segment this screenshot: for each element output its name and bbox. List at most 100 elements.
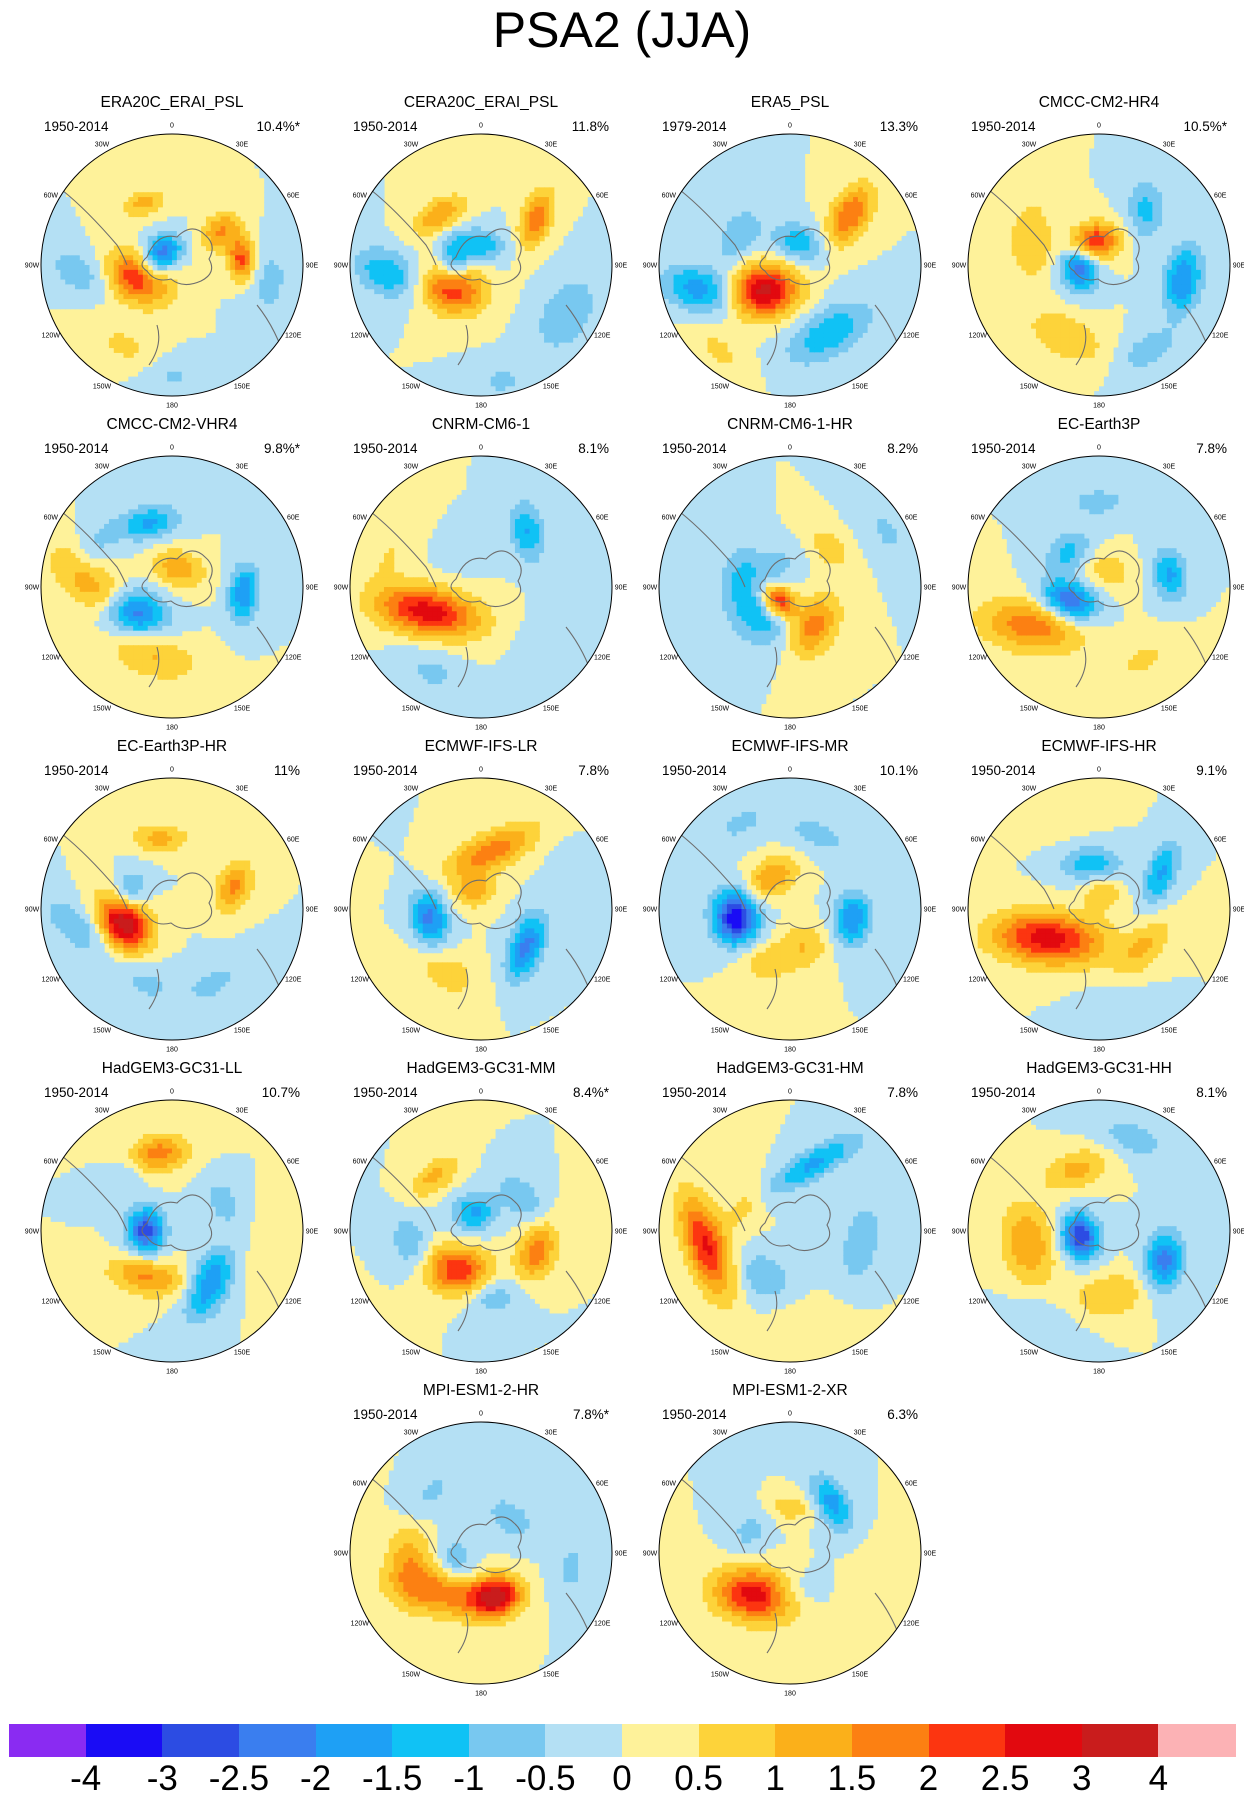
longitude-label: 60W [353,1481,368,1488]
coastline-south-america [370,511,437,588]
longitude-label: 30W [95,785,110,792]
longitude-label: 180 [1093,1369,1105,1376]
longitude-label: 120W [969,977,988,984]
map-boundary [349,1099,613,1363]
longitude-label: 150W [93,1350,112,1357]
field-shading [659,778,921,1040]
colorbar-tick-label: -3 [147,1759,178,1799]
coastline-south-america [679,1155,746,1232]
colorbar-swatch [775,1724,853,1757]
longitude-label: 30E [545,785,558,792]
longitude-label: 150E [543,1028,560,1035]
coastline-south-america [679,189,746,266]
coastline [1068,1194,1140,1252]
longitude-label: 180 [475,403,487,410]
field-shading [968,778,1230,1040]
panel-period: 1950-2014 [353,1085,418,1101]
longitude-label: 90W [952,585,967,592]
longitude-label: 30W [404,1429,419,1436]
longitude-label: 30E [236,463,249,470]
colorbar-tick-label: 3 [1072,1759,1091,1799]
panel-title: CMCC-CM2-VHR4 [22,416,322,434]
map-boundary [349,455,613,719]
longitude-label: 180 [784,725,796,732]
longitude-label: 30E [1163,785,1176,792]
longitude-label: 60W [662,1159,677,1166]
longitude-label: 60W [44,1159,59,1166]
longitude-label: 0 [479,123,483,130]
coastline-south-america [61,1155,128,1232]
longitude-label: 90W [334,1551,349,1558]
longitude-label: 60E [596,1481,609,1488]
map-panel: MPI-ESM1-2-HR 1950-2014 7.8%* 0 30E 60E 90E 120… [331,1382,631,1700]
panel-period: 1950-2014 [44,763,109,779]
longitude-label: 150E [852,1350,869,1357]
longitude-label: 120W [351,977,370,984]
longitude-label: 180 [784,1369,796,1376]
longitude-label: 180 [166,1369,178,1376]
longitude-label: 180 [784,1047,796,1054]
longitude-label: 60E [596,193,609,200]
longitude-label: 60W [662,1481,677,1488]
longitude-label: 150W [402,1350,421,1357]
longitude-label: 60W [971,837,986,844]
longitude-label: 0 [1097,767,1101,774]
map-boundary [40,455,304,719]
longitude-label: 90W [643,1229,658,1236]
map-boundary [658,1099,922,1363]
map-boundary [40,777,304,1041]
longitude-label: 150E [1161,1028,1178,1035]
longitude-label: 180 [475,1369,487,1376]
map-panel: ECMWF-IFS-HR 1950-2014 9.1% 0 30E 60E 90E 120E 1… [949,738,1244,1056]
longitude-label: 90E [1233,263,1244,270]
panel-title: HadGEM3-GC31-MM [331,1060,631,1078]
field-shading [968,456,1230,718]
panel-title: HadGEM3-GC31-HM [640,1060,940,1078]
field-shading [659,1422,921,1684]
panel-title: HadGEM3-GC31-HH [949,1060,1244,1078]
longitude-label: 60E [596,515,609,522]
map-boundary [40,1099,304,1363]
longitude-label: 120E [1212,333,1229,340]
longitude-label: 150E [852,706,869,713]
longitude-label: 60W [353,837,368,844]
map-boundary [967,777,1231,1041]
panel-variance-percent: 8.4%* [573,1085,609,1101]
longitude-label: 150E [1161,1350,1178,1357]
panel-variance-percent: 8.1% [1196,1085,1227,1101]
longitude-label: 60E [905,837,918,844]
longitude-label: 120W [969,1299,988,1306]
panel-title: ECMWF-IFS-LR [331,738,631,756]
colorbar-tick-label: 0.5 [674,1759,723,1799]
colorbar-tick-label: 4 [1149,1759,1168,1799]
panel-variance-percent: 10.1% [880,763,918,779]
coastline-south-america [370,833,437,910]
coastline [450,550,522,608]
panel-title: HadGEM3-GC31-LL [22,1060,322,1078]
coastline [759,228,831,286]
panel-variance-percent: 9.8%* [264,441,300,457]
longitude-label: 150E [234,1028,251,1035]
panel-period: 1950-2014 [662,1407,727,1423]
colorbar-tick-label: 2 [919,1759,938,1799]
longitude-label: 150W [93,384,112,391]
longitude-label: 90E [1233,585,1244,592]
panel-variance-percent: 8.1% [578,441,609,457]
longitude-label: 150E [234,1350,251,1357]
coastline [759,1194,831,1252]
longitude-label: 150W [711,384,730,391]
panel-title: ECMWF-IFS-HR [949,738,1244,756]
polar-map: 0 30E 60E 90E 120E 150E 180 150W 120W 90W 60W 30W [952,445,1244,732]
longitude-label: 120W [660,1299,679,1306]
coastline-south-america [370,1155,437,1232]
longitude-label: 150E [1161,384,1178,391]
longitude-label: 180 [784,403,796,410]
field-shading [350,134,612,396]
longitude-label: 0 [1097,123,1101,130]
longitude-label: 60E [1214,837,1227,844]
longitude-label: 150W [1020,706,1039,713]
map-boundary [349,777,613,1041]
coastline [450,1194,522,1252]
panel-variance-percent: 8.2% [887,441,918,457]
longitude-label: 120W [660,655,679,662]
